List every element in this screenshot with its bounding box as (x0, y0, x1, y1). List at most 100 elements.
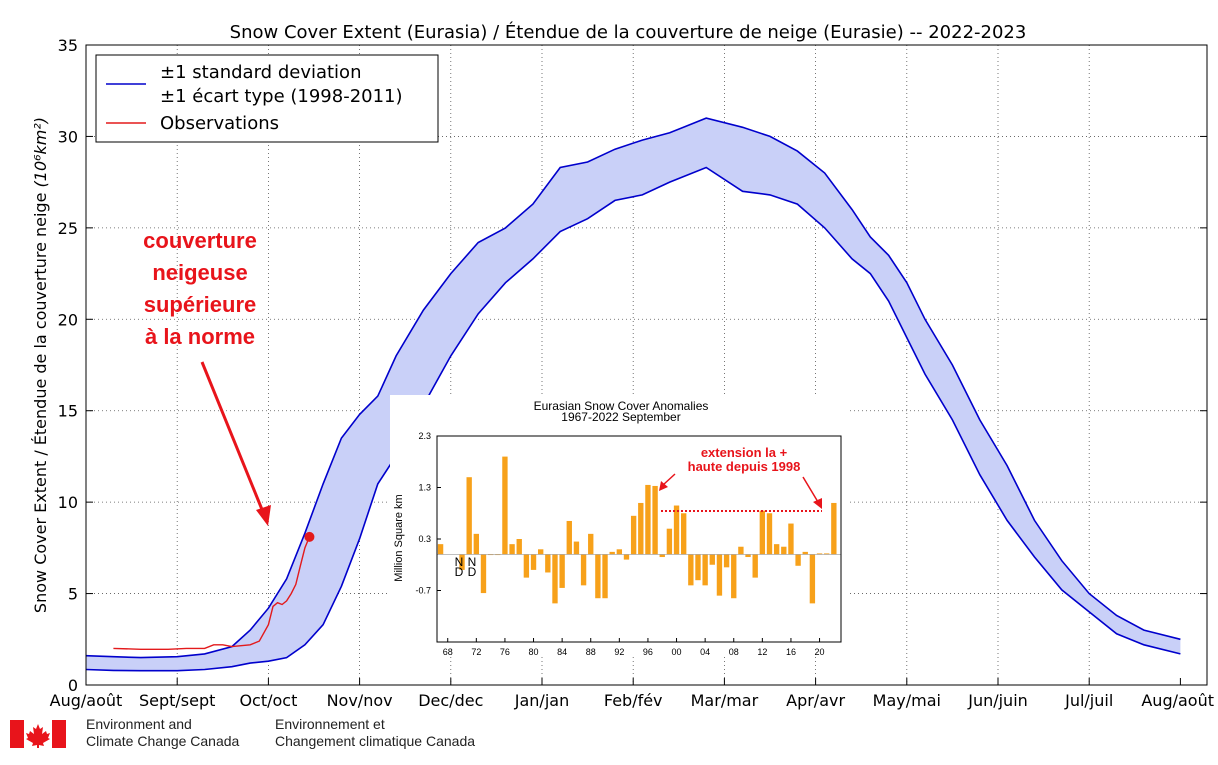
inset-bar (702, 554, 708, 586)
inset-bar (795, 554, 801, 566)
inset-y-tick-label: 2.3 (418, 431, 431, 441)
inset-bar (630, 515, 637, 555)
inset-bar (473, 533, 480, 555)
inset-bar (688, 554, 694, 586)
x-tick-label: Mar/mar (691, 691, 759, 710)
inset-arrow-right-line (802, 476, 819, 503)
y-tick-label: 35 (58, 36, 78, 55)
std-dev-lower-line (85, 166, 1181, 672)
inset-bar (802, 551, 808, 555)
x-tick-label: May/mai (873, 691, 941, 710)
y-tick-label: 25 (58, 219, 78, 238)
inset-bar (437, 544, 444, 555)
inset-bar (566, 520, 572, 555)
inset-bar (595, 554, 601, 599)
y-tick-label: 5 (68, 585, 78, 604)
x-tick-label: Apr/avr (786, 691, 845, 710)
inset-bar (695, 554, 701, 581)
inset-bars (437, 456, 837, 604)
inset-annotation-line-1: extension la + (701, 445, 788, 460)
org-name-english: Environment and Climate Change Canada (86, 716, 239, 750)
x-tick-label: Sept/sept (139, 691, 215, 710)
main-annotation: couverture neigeuse supérieure à la norm… (143, 228, 271, 526)
inset-bar (609, 551, 615, 555)
latest-observation-marker (304, 531, 315, 542)
inset-bar (766, 513, 773, 555)
x-tick-label: Feb/fév (604, 691, 663, 710)
inset-bar (580, 554, 587, 586)
org-fr-line-2: Changement climatique Canada (275, 733, 476, 749)
inset-arrow-left-line (662, 473, 676, 486)
y-axis-label: Snow Cover Extent / Étendue de la couver… (31, 117, 50, 613)
annotation-arrow-line (200, 361, 265, 513)
std-dev-band (86, 118, 1181, 671)
x-tick-label: Aug/août (50, 691, 123, 710)
inset-bar (816, 553, 823, 555)
y-tick-label: 10 (58, 493, 78, 512)
inset-bar (809, 554, 816, 604)
x-tick-label: Jan/jan (514, 691, 569, 710)
legend-label-std-dev: ±1 standard deviation (160, 62, 361, 83)
inset-missing-label-1969: N (468, 555, 477, 569)
inset-bar (731, 554, 737, 599)
legend-label-observations: Observations (160, 113, 279, 134)
inset-x-tick-label: 72 (471, 647, 481, 657)
inset-x-tick-label: 96 (643, 647, 653, 657)
observations-line (113, 536, 311, 650)
x-tick-label: Jul/juil (1064, 691, 1113, 710)
org-en-line-2: Climate Change Canada (86, 733, 240, 749)
inset-bar (545, 554, 551, 573)
inset-bar (623, 554, 630, 560)
y-axis-label-text: Snow Cover Extent / Étendue de la couver… (31, 193, 50, 614)
inset-bar (788, 523, 794, 555)
inset-bar (538, 549, 544, 555)
inset-bar (659, 554, 665, 558)
inset-missing-label-1968: N (455, 555, 464, 569)
std-dev-upper-line (85, 117, 1181, 659)
inset-background (390, 395, 847, 657)
inset-bar (716, 554, 723, 596)
annotation-line-3: supérieure (144, 292, 257, 317)
canada-flag-icon (10, 720, 66, 748)
inset-bar (588, 533, 594, 555)
annotation-line-1: couverture (143, 228, 257, 253)
inset-bar (738, 546, 744, 555)
inset-bar (673, 505, 680, 555)
annotation-arrow-head (256, 505, 271, 526)
inset-bar (466, 477, 472, 555)
org-fr-line-1: Environnement et (275, 716, 385, 732)
x-tick-label: Aug/août (1141, 691, 1214, 710)
inset-bar (502, 456, 508, 555)
inset-x-tick-label: 04 (700, 647, 710, 657)
inset-x-tick-label: 16 (786, 647, 796, 657)
org-name-french: Environnement et Changement climatique C… (275, 716, 475, 750)
inset-x-tick-label: 84 (557, 647, 567, 657)
inset-bar (602, 554, 608, 599)
inset-bar (824, 553, 830, 555)
inset-title-line-2: 1967-2022 September (561, 410, 680, 424)
inset-x-tick-label: 92 (614, 647, 624, 657)
legend-box (95, 54, 439, 143)
y-axis-ticks: 0 5 10 15 20 25 30 35 (58, 36, 1207, 695)
org-en-line-1: Environment and (86, 716, 192, 732)
inset-missing-label-1969-d: D (468, 565, 477, 579)
annotation-line-4: à la norme (145, 324, 255, 349)
inset-x-tick-label: 76 (500, 647, 510, 657)
x-tick-label: Dec/dec (418, 691, 483, 710)
y-tick-label: 20 (58, 310, 78, 329)
y-axis-label-unit: (10⁶km²) (31, 117, 50, 188)
inset-x-tick-label: 88 (586, 647, 596, 657)
inset-bar (459, 554, 465, 570)
inset-bar (831, 502, 837, 555)
inset-bar (552, 554, 558, 604)
x-axis-ticks: Aug/août Sept/sept Oct/oct Nov/nov Dec/dec Ja… (50, 678, 1214, 710)
inset-x-tick-label: 00 (672, 647, 682, 657)
inset-annotation-line-2: haute depuis 1998 (688, 459, 801, 474)
inset-arrow-left-head (659, 481, 668, 491)
inset-x-tick-label: 20 (815, 647, 825, 657)
y-tick-label: 0 (68, 676, 78, 695)
x-tick-label: Jun/juin (967, 691, 1028, 710)
inset-bar (681, 513, 687, 555)
inset-bar (723, 554, 730, 568)
inset-anomaly-chart: Eurasian Snow Cover Anomalies 1967-2022 … (390, 395, 847, 657)
